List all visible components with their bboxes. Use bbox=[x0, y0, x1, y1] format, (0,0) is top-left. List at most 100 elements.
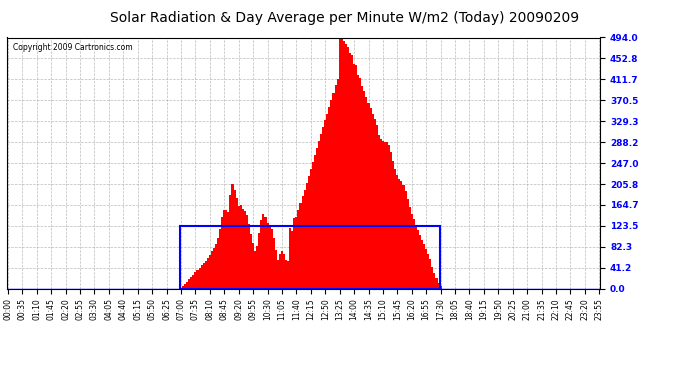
Bar bbox=[285, 260, 287, 289]
Bar bbox=[241, 209, 244, 289]
Bar bbox=[199, 268, 201, 289]
Bar bbox=[318, 141, 320, 289]
Bar bbox=[201, 265, 203, 289]
Bar bbox=[244, 211, 246, 289]
Bar bbox=[328, 106, 331, 289]
Bar bbox=[279, 254, 281, 289]
Bar bbox=[421, 240, 423, 289]
Bar bbox=[433, 273, 435, 289]
Bar bbox=[237, 206, 239, 289]
Bar bbox=[355, 65, 357, 289]
Bar bbox=[349, 53, 351, 289]
Bar bbox=[246, 215, 248, 289]
Bar bbox=[219, 229, 221, 289]
Bar bbox=[351, 55, 353, 289]
Text: Copyright 2009 Cartronics.com: Copyright 2009 Cartronics.com bbox=[13, 42, 132, 51]
Bar bbox=[270, 229, 273, 289]
Bar bbox=[262, 214, 264, 289]
Bar bbox=[364, 92, 366, 289]
Bar bbox=[273, 238, 275, 289]
Bar bbox=[256, 246, 258, 289]
Bar bbox=[260, 220, 262, 289]
Bar bbox=[193, 274, 195, 289]
Bar bbox=[316, 148, 318, 289]
Bar bbox=[287, 261, 289, 289]
Bar bbox=[425, 249, 427, 289]
Bar bbox=[322, 128, 324, 289]
Bar bbox=[347, 47, 349, 289]
Bar bbox=[377, 135, 380, 289]
Bar bbox=[386, 142, 388, 289]
Bar bbox=[250, 234, 252, 289]
Bar bbox=[339, 38, 341, 289]
Bar bbox=[353, 64, 355, 289]
Bar bbox=[207, 258, 209, 289]
Bar bbox=[299, 203, 302, 289]
Bar bbox=[382, 141, 384, 289]
Bar bbox=[252, 243, 254, 289]
Bar bbox=[427, 254, 429, 289]
Bar bbox=[437, 283, 440, 289]
Bar bbox=[221, 217, 224, 289]
Bar bbox=[419, 235, 421, 289]
Bar bbox=[302, 196, 304, 289]
Bar bbox=[295, 217, 297, 289]
Bar bbox=[341, 39, 343, 289]
Bar bbox=[411, 213, 413, 289]
Bar bbox=[283, 254, 285, 289]
Bar bbox=[215, 244, 217, 289]
Bar bbox=[390, 152, 392, 289]
Bar bbox=[224, 210, 226, 289]
Bar bbox=[239, 205, 241, 289]
Bar bbox=[402, 185, 404, 289]
Bar bbox=[333, 93, 335, 289]
Bar bbox=[182, 286, 184, 289]
Bar bbox=[384, 142, 386, 289]
Bar bbox=[320, 134, 322, 289]
Bar bbox=[406, 199, 408, 289]
Bar bbox=[306, 183, 308, 289]
Bar bbox=[235, 198, 237, 289]
Bar bbox=[392, 161, 394, 289]
Bar bbox=[248, 224, 250, 289]
Bar bbox=[197, 270, 199, 289]
Bar bbox=[417, 230, 419, 289]
Bar bbox=[205, 261, 207, 289]
Bar bbox=[213, 248, 215, 289]
Bar bbox=[231, 184, 233, 289]
Bar bbox=[291, 231, 293, 289]
Bar bbox=[431, 267, 433, 289]
Bar bbox=[275, 250, 277, 289]
Bar bbox=[357, 75, 359, 289]
Bar bbox=[281, 251, 283, 289]
Bar bbox=[217, 238, 219, 289]
Bar bbox=[374, 120, 376, 289]
Bar bbox=[228, 211, 229, 289]
Bar bbox=[400, 181, 402, 289]
Bar bbox=[388, 146, 390, 289]
Bar bbox=[345, 44, 347, 289]
Bar bbox=[435, 278, 437, 289]
Bar bbox=[370, 108, 372, 289]
Bar bbox=[180, 226, 440, 289]
Bar bbox=[359, 78, 362, 289]
Bar bbox=[258, 233, 260, 289]
Bar bbox=[362, 86, 364, 289]
Bar bbox=[394, 169, 396, 289]
Bar bbox=[396, 175, 398, 289]
Bar bbox=[268, 225, 270, 289]
Bar bbox=[188, 279, 190, 289]
Bar bbox=[404, 191, 406, 289]
Bar bbox=[229, 195, 231, 289]
Bar bbox=[413, 219, 415, 289]
Bar bbox=[337, 79, 339, 289]
Bar bbox=[226, 210, 228, 289]
Bar bbox=[380, 139, 382, 289]
Text: Solar Radiation & Day Average per Minute W/m2 (Today) 20090209: Solar Radiation & Day Average per Minute… bbox=[110, 11, 580, 25]
Bar bbox=[335, 85, 337, 289]
Bar bbox=[376, 125, 377, 289]
Bar bbox=[195, 272, 197, 289]
Bar bbox=[277, 260, 279, 289]
Bar bbox=[190, 277, 193, 289]
Bar bbox=[211, 251, 213, 289]
